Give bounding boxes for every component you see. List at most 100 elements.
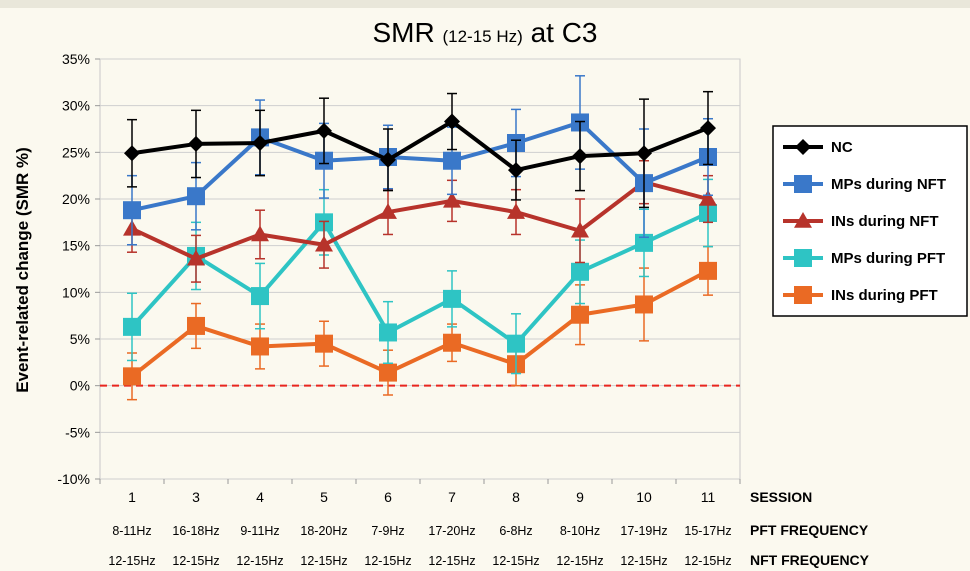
y-tick-label: -5%	[65, 424, 90, 440]
row-label: 12-15Hz	[108, 554, 155, 568]
legend-marker	[794, 286, 812, 304]
legend-marker	[794, 212, 812, 228]
row-label: 12-15Hz	[684, 554, 731, 568]
data-point	[316, 122, 332, 139]
row-label: 9-11Hz	[240, 524, 279, 538]
row-label: 12-15Hz	[172, 554, 219, 568]
data-point	[508, 162, 524, 179]
data-point	[123, 317, 141, 336]
data-point	[187, 316, 205, 335]
row-label: 15-17Hz	[684, 524, 731, 538]
data-point	[571, 305, 589, 324]
data-point	[699, 261, 717, 280]
data-point	[443, 191, 461, 208]
data-point	[187, 249, 205, 266]
legend-label: MPs during NFT	[831, 176, 946, 193]
data-point	[123, 201, 141, 220]
row-label: 3	[192, 489, 200, 505]
row-title: NFT FREQUENCY	[750, 552, 870, 568]
row-label: 7-9Hz	[371, 524, 404, 538]
chart-title-suffix: at C3	[531, 17, 598, 48]
row-label: 17-20Hz	[428, 524, 475, 538]
row-pft-frequency: 8-11Hz 16-18Hz 9-11Hz 18-20Hz 7-9Hz 17-20Hz 6-…	[112, 522, 869, 538]
data-point	[252, 135, 268, 151]
data-point	[571, 221, 589, 238]
row-label: 6	[384, 489, 392, 505]
row-label: 17-19Hz	[620, 524, 667, 538]
row-label: 12-15Hz	[236, 554, 283, 568]
row-label: 7	[448, 489, 456, 505]
y-axis-label: Event-related change (SMR %)	[13, 147, 32, 393]
data-point	[635, 295, 653, 314]
data-point	[187, 187, 205, 206]
legend-item: NC	[783, 139, 853, 156]
data-point	[380, 151, 396, 168]
y-tick-label: 25%	[62, 144, 90, 160]
data-point	[251, 287, 269, 306]
chart-title-main: SMR	[372, 17, 434, 48]
y-tick-label: 0%	[70, 378, 90, 394]
legend-label: MPs during PFT	[831, 250, 945, 267]
series-ins-during-pft	[123, 245, 717, 401]
y-tick-label: 30%	[62, 98, 90, 114]
legend-item: MPs during NFT	[783, 175, 946, 193]
y-tick-label: 35%	[62, 51, 90, 67]
legend-marker	[794, 249, 812, 267]
data-point	[635, 233, 653, 252]
row-label: 12-15Hz	[300, 554, 347, 568]
legend-marker	[795, 139, 811, 155]
series-line	[131, 119, 709, 173]
data-point	[379, 203, 397, 219]
legend: NC MPs during NFT INs during NFT MPs during…	[772, 125, 968, 317]
data-point	[572, 148, 588, 165]
series-nc	[124, 90, 716, 209]
data-point	[443, 333, 461, 352]
data-point	[700, 120, 716, 137]
row-label: 1	[128, 489, 136, 505]
data-point	[315, 235, 333, 252]
series-mps-during-nft	[123, 75, 717, 246]
data-point	[443, 289, 461, 308]
grid	[95, 58, 741, 484]
row-title: PFT FREQUENCY	[750, 522, 869, 538]
row-label: 8-10Hz	[560, 524, 600, 538]
data-point	[571, 262, 589, 281]
row-label: 9	[576, 489, 584, 505]
row-label: 12-15Hz	[492, 554, 539, 568]
data-point	[124, 145, 140, 162]
data-point	[251, 225, 269, 242]
legend-item: MPs during PFT	[783, 249, 945, 267]
legend-marker	[794, 175, 812, 193]
series-line	[130, 211, 709, 346]
data-point	[379, 363, 397, 382]
data-point	[123, 367, 141, 386]
category-rows: 1 3 4 5 6 7 8 9 10 11 SESSION 8-11Hz 16-18Hz 9-11Hz 18…	[108, 489, 869, 568]
data-point	[636, 145, 652, 162]
y-tick-label: 15%	[62, 238, 90, 254]
row-title: SESSION	[750, 489, 812, 505]
row-label: 4	[256, 489, 264, 505]
data-point	[444, 113, 460, 130]
chart-title: SMR (12-15 Hz) at C3	[372, 17, 597, 48]
row-label: 8	[512, 489, 520, 505]
row-label: 5	[320, 489, 328, 505]
data-point	[443, 151, 461, 170]
data-point	[251, 337, 269, 356]
row-label: 11	[701, 489, 716, 505]
row-label: 12-15Hz	[620, 554, 667, 568]
data-point	[507, 334, 525, 353]
data-point	[315, 334, 333, 353]
row-nft-frequency: 12-15Hz 12-15Hz 12-15Hz 12-15Hz 12-15Hz 12-15…	[108, 552, 869, 568]
row-label: 8-11Hz	[112, 524, 151, 538]
data-point	[379, 323, 397, 342]
chart-title-sub: (12-15 Hz)	[442, 27, 522, 46]
row-label: 12-15Hz	[364, 554, 411, 568]
series-line	[131, 180, 709, 261]
row-label: 18-20Hz	[300, 524, 347, 538]
series-mps-during-pft	[123, 178, 717, 375]
data-point	[507, 203, 525, 219]
row-label: 12-15Hz	[556, 554, 603, 568]
y-tick-label: -10%	[57, 471, 90, 487]
